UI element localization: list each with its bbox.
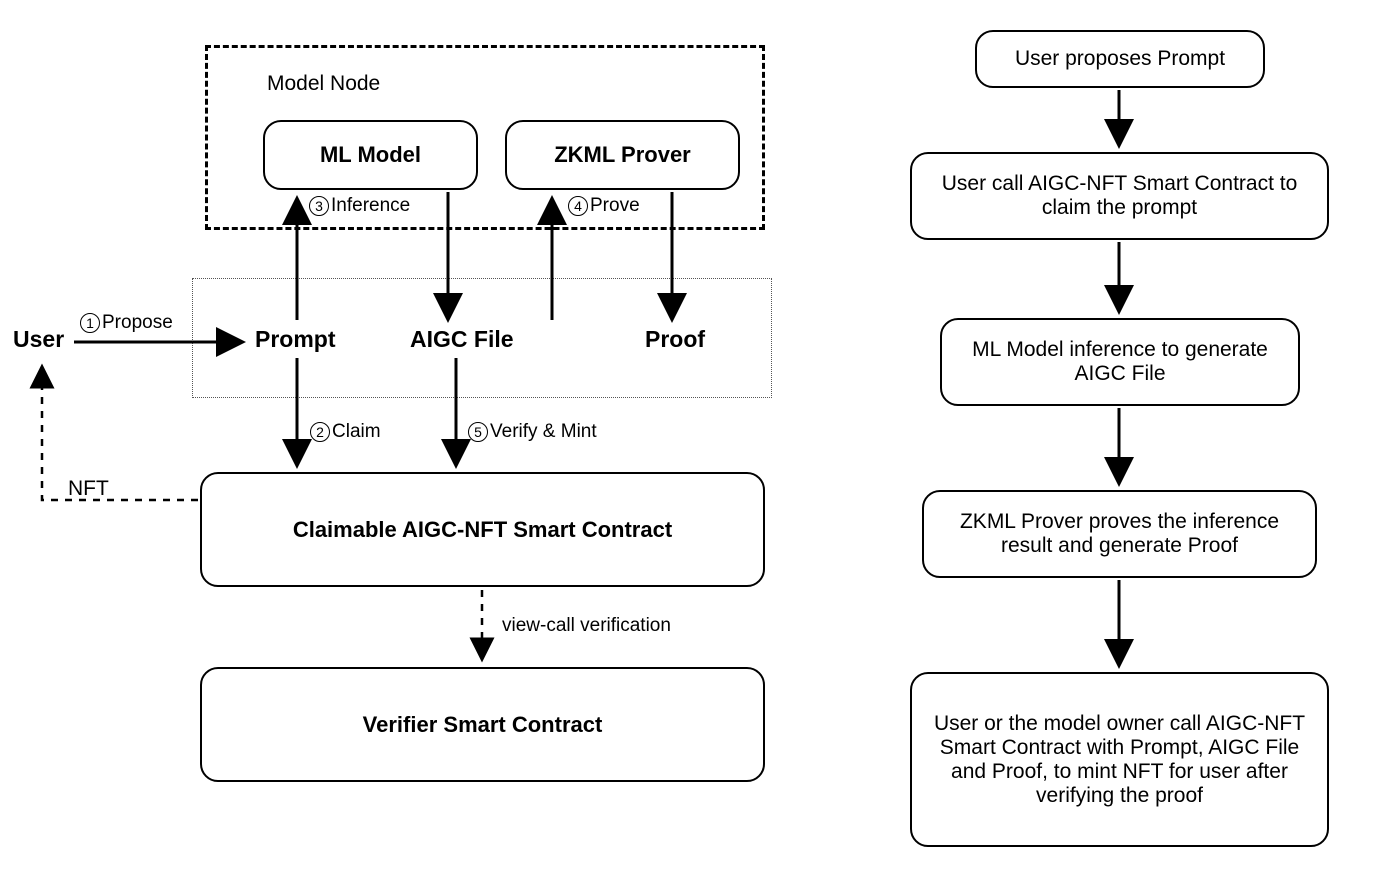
step-3-num: 3: [309, 196, 329, 216]
right-n4: ZKML Prover proves the inference result …: [922, 490, 1317, 578]
zkml-prover-box: ZKML Prover: [505, 120, 740, 190]
verifier-contract-box: Verifier Smart Contract: [200, 667, 765, 782]
right-n5: User or the model owner call AIGC-NFT Sm…: [910, 672, 1329, 847]
step-1-label: 1Propose: [80, 312, 173, 334]
ml-model-box: ML Model: [263, 120, 478, 190]
nft-label: NFT: [68, 477, 109, 501]
user-label: User: [13, 326, 64, 353]
proof-label: Proof: [645, 326, 705, 353]
right-n3: ML Model inference to generate AIGC File: [940, 318, 1300, 406]
model-node-title: Model Node: [267, 72, 380, 96]
claimable-contract-box: Claimable AIGC-NFT Smart Contract: [200, 472, 765, 587]
step-3-label: 3Inference: [309, 195, 410, 217]
view-call-label: view-call verification: [502, 615, 671, 637]
step-2-num: 2: [310, 422, 330, 442]
step-1-num: 1: [80, 313, 100, 333]
step-5-label: 5Verify & Mint: [468, 421, 597, 443]
step-2-label: 2Claim: [310, 421, 381, 443]
prompt-label: Prompt: [255, 326, 336, 353]
aigc-file-label: AIGC File: [410, 326, 514, 353]
step-4-num: 4: [568, 196, 588, 216]
right-n2: User call AIGC-NFT Smart Contract to cla…: [910, 152, 1329, 240]
right-n1: User proposes Prompt: [975, 30, 1265, 88]
step-5-num: 5: [468, 422, 488, 442]
step-4-label: 4Prove: [568, 195, 640, 217]
